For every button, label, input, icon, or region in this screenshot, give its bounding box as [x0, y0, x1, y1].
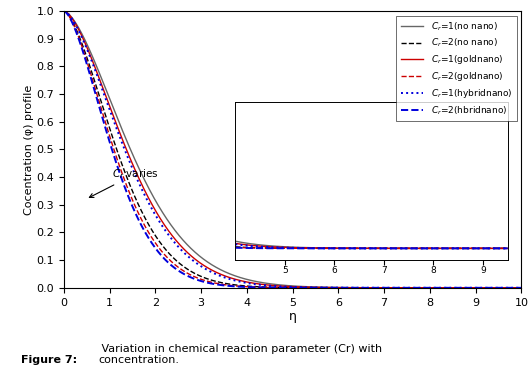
Text: Variation in chemical reaction parameter (Cr) with
concentration.: Variation in chemical reaction parameter…: [98, 344, 383, 365]
Y-axis label: Cocentration (φ) profile: Cocentration (φ) profile: [23, 85, 34, 214]
Text: Figure 7:: Figure 7:: [21, 355, 77, 365]
Legend: $C_r$=1(no nano), $C_r$=2(no nano), $C_r$=1(goldnano), $C_r$=2(goldnano), $C_r$=: $C_r$=1(no nano), $C_r$=2(no nano), $C_r…: [396, 15, 517, 121]
X-axis label: η: η: [289, 310, 296, 323]
Text: $C_r$ varies: $C_r$ varies: [89, 167, 159, 197]
